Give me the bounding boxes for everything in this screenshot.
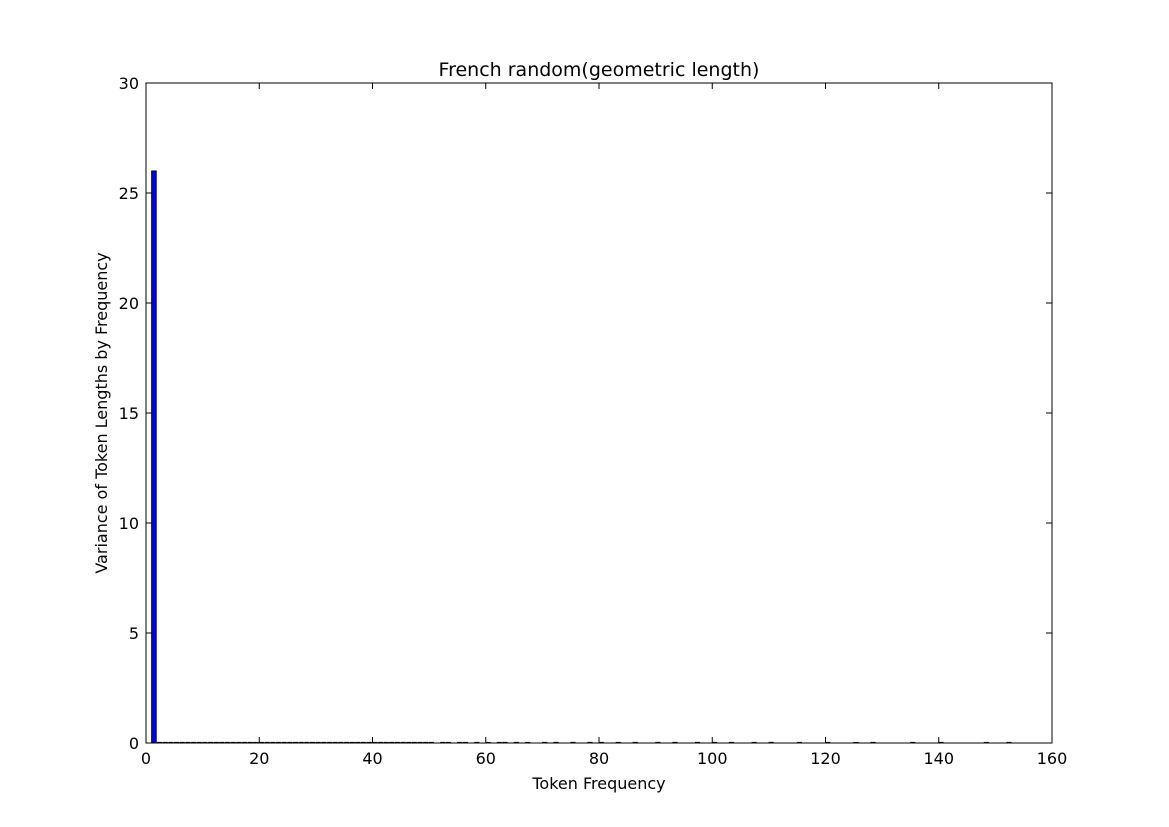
x-tick-label: 100 xyxy=(697,749,728,768)
y-tick-label: 20 xyxy=(119,294,139,313)
chart-title: French random(geometric length) xyxy=(439,59,760,81)
y-tick-label: 0 xyxy=(129,734,139,753)
x-tick-label: 140 xyxy=(923,749,954,768)
x-tick-label: 160 xyxy=(1037,749,1068,768)
plot-background xyxy=(146,83,1052,743)
x-tick-label: 120 xyxy=(810,749,841,768)
y-tick-label: 25 xyxy=(119,184,139,203)
y-tick-label: 10 xyxy=(119,514,139,533)
x-tick-label: 80 xyxy=(589,749,609,768)
plot-frame xyxy=(145,82,1053,744)
x-tick-label: 40 xyxy=(362,749,382,768)
x-tick-label: 20 xyxy=(249,749,269,768)
y-axis-title: Variance of Token Lengths by Frequency xyxy=(92,252,111,573)
bar xyxy=(151,170,157,744)
x-tick-label: 60 xyxy=(476,749,496,768)
x-tick-label: 0 xyxy=(141,749,151,768)
y-tick-label: 15 xyxy=(119,404,139,423)
y-tick-label: 5 xyxy=(129,624,139,643)
x-axis-title: Token Frequency xyxy=(531,774,665,793)
y-tick-label: 30 xyxy=(119,74,139,93)
